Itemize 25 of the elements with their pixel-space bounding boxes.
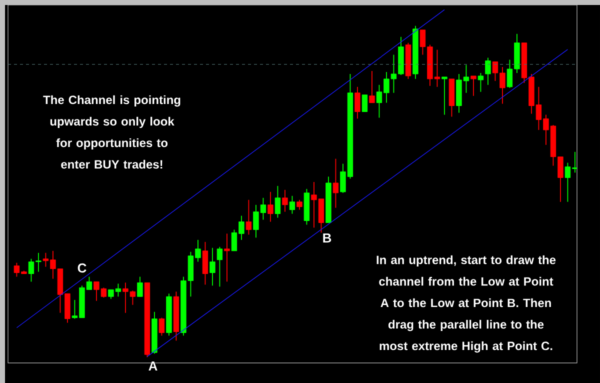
- candlestick: [268, 191, 274, 222]
- annotation: The Channel is pointing upwards so only look for opportunities to enter BUY trades!: [43, 95, 180, 169]
- candlestick: [470, 76, 476, 96]
- candlestick: [354, 86, 360, 120]
- candlestick: [362, 94, 368, 112]
- candlestick: [442, 76, 448, 116]
- candlestick: [202, 241, 208, 286]
- candlestick: [289, 195, 296, 214]
- text: A: [148, 362, 158, 370]
- candlestick: [224, 233, 230, 282]
- candlestick: [274, 185, 281, 218]
- annotation: In an uptrend, start to draw the channel from the Low at Point A to the Low at Point B. Then drag the parallel line to the most extreme High at Point C.: [376, 255, 556, 353]
- candlestick: [485, 57, 491, 86]
- candlestick: [158, 317, 165, 336]
- candlestick: [282, 189, 288, 212]
- annotation: B: [323, 234, 332, 242]
- candlestick: [296, 199, 302, 210]
- candlestick: [246, 199, 252, 236]
- annotation: C: [78, 263, 86, 273]
- candlestick: [478, 72, 484, 92]
- candlestick: [210, 247, 216, 286]
- candlestick: [216, 246, 223, 288]
- candlestick: [369, 70, 375, 104]
- candlestick: [332, 158, 339, 208]
- candlestick: [137, 276, 143, 298]
